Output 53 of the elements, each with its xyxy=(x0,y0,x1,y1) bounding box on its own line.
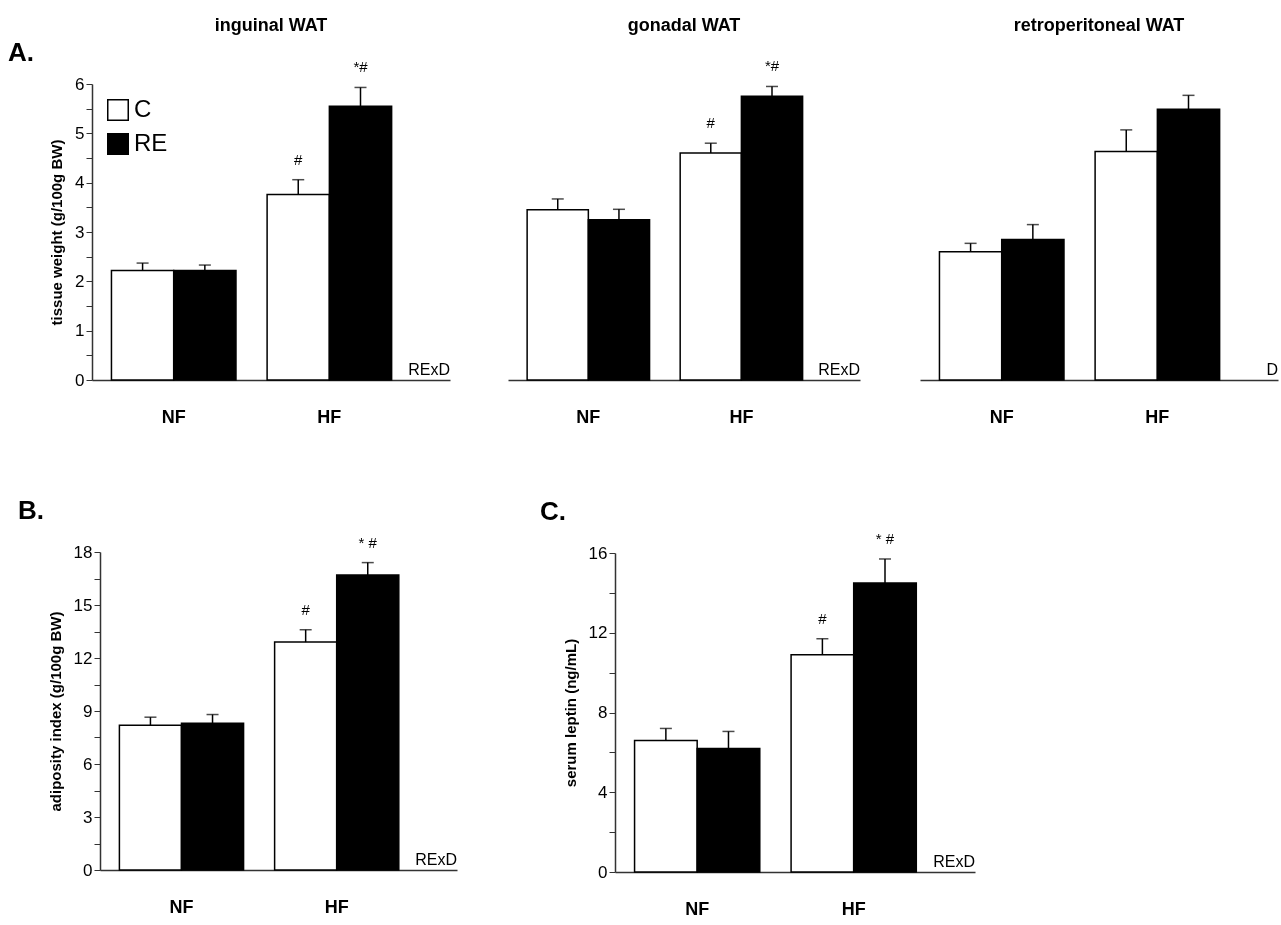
legend-label: RE xyxy=(134,129,168,156)
data-label: # xyxy=(818,609,828,627)
data-label: * # xyxy=(875,529,895,547)
x-tick-label: NF xyxy=(576,406,601,427)
y-tick-label: 8 xyxy=(598,703,608,722)
y-tick-label: 0 xyxy=(75,370,85,390)
y-tick-label: 16 xyxy=(588,543,608,563)
x-tick-label: NF xyxy=(685,898,710,919)
data-label: *# xyxy=(764,57,780,75)
y-tick-label: 5 xyxy=(75,123,85,143)
y-axis-title: serum leptin (ng/mL) xyxy=(561,638,579,788)
y-tick-label: 4 xyxy=(598,782,608,802)
y-tick-label: 1 xyxy=(75,321,85,341)
y-tick-label: 0 xyxy=(83,860,93,880)
y-tick-label: 2 xyxy=(75,271,85,291)
y-axis-title: adiposity index (g/100g BW) xyxy=(46,611,64,812)
data-label: # xyxy=(294,150,304,168)
y-tick-label: 18 xyxy=(73,542,93,562)
x-tick-label: HF xyxy=(324,896,349,917)
y-tick-label: 6 xyxy=(83,754,93,774)
data-label: # xyxy=(301,600,311,618)
chart-title: gonadal WAT xyxy=(627,15,741,35)
y-tick-label: 3 xyxy=(83,807,93,827)
y-tick-label: 12 xyxy=(73,648,93,668)
chart-title: inguinal WAT xyxy=(214,15,328,35)
y-tick-label: 9 xyxy=(83,701,93,721)
legend-label: C xyxy=(134,95,152,122)
y-axis-title: tissue weight (g/100g BW) xyxy=(48,139,66,326)
annotation: RExD xyxy=(415,851,457,868)
y-tick-label: 15 xyxy=(73,595,93,615)
data-label: *# xyxy=(353,58,369,76)
data-label: * # xyxy=(358,533,378,551)
text: B. xyxy=(18,495,44,525)
y-tick-label: 4 xyxy=(75,173,85,193)
annotation: D xyxy=(1266,361,1278,378)
y-tick-label: 12 xyxy=(588,623,608,643)
x-tick-label: HF xyxy=(1145,406,1170,427)
annotation: RExD xyxy=(818,361,860,378)
y-tick-label: 3 xyxy=(75,222,85,242)
y-tick-label: 0 xyxy=(598,862,608,882)
x-tick-label: NF xyxy=(169,896,194,917)
text: C. xyxy=(540,496,566,526)
text: A. xyxy=(8,37,34,67)
x-tick-label: HF xyxy=(841,898,866,919)
x-tick-label: HF xyxy=(317,406,342,427)
annotation: RExD xyxy=(933,853,975,870)
x-tick-label: HF xyxy=(729,406,754,427)
chart-title: retroperitoneal WAT xyxy=(1013,15,1185,35)
x-tick-label: NF xyxy=(161,406,186,427)
data-label: # xyxy=(706,114,716,132)
y-tick-label: 6 xyxy=(75,74,85,94)
annotation: RExD xyxy=(408,361,450,378)
x-tick-label: NF xyxy=(989,406,1014,427)
